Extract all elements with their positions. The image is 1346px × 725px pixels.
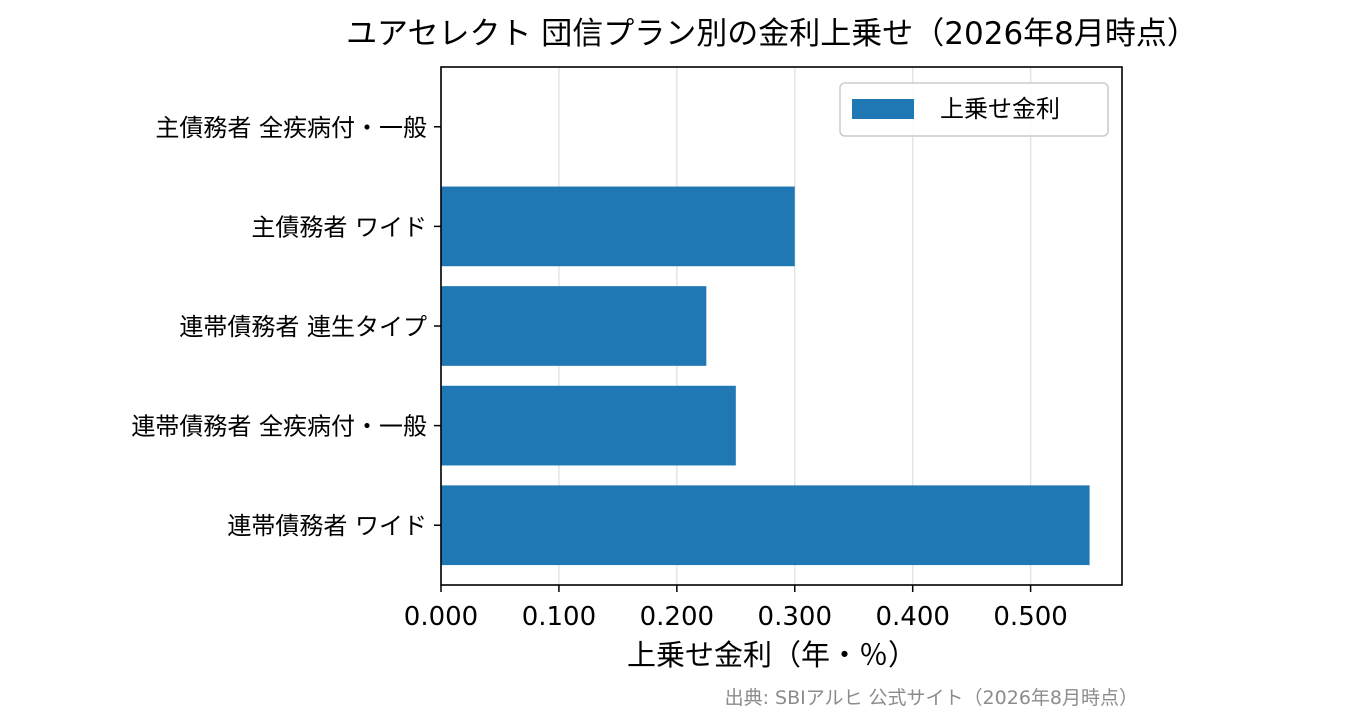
x-tick-label: 0.200 bbox=[640, 602, 714, 632]
y-tick-label: 連帯債務者 連生タイプ bbox=[179, 313, 427, 341]
legend-swatch bbox=[852, 99, 914, 119]
legend-label: 上乗せ金利 bbox=[940, 95, 1060, 123]
x-tick-label: 0.000 bbox=[404, 602, 478, 632]
legend-box bbox=[839, 82, 1109, 137]
x-tick-label: 0.100 bbox=[522, 602, 596, 632]
bar bbox=[441, 286, 707, 366]
y-tick-label: 主債務者 全疾病付・一般 bbox=[155, 114, 427, 142]
x-axis-label: 上乗せ金利（年・％） bbox=[627, 638, 917, 672]
x-tick-label: 0.400 bbox=[875, 602, 949, 632]
x-tick-label: 0.500 bbox=[993, 602, 1067, 632]
bar bbox=[441, 485, 1090, 566]
chart-title: ユアセレクト 団信プラン別の金利上乗せ（2026年8月時点） bbox=[346, 16, 1198, 52]
y-tick-label: 連帯債務者 全疾病付・一般 bbox=[131, 413, 427, 441]
y-tick-label: 連帯債務者 ワイド bbox=[227, 512, 427, 540]
x-tick-label: 0.300 bbox=[758, 602, 832, 632]
y-tick-label: 主債務者 ワイド bbox=[251, 213, 427, 241]
bar bbox=[441, 186, 795, 267]
x-axis-ticks: 0.000 0.100 0.200 0.300 0.400 0.500 bbox=[404, 585, 1068, 632]
legend: 上乗せ金利 bbox=[839, 82, 1109, 137]
bars bbox=[441, 186, 1090, 566]
source-note: 出典: SBIアルヒ 公式サイト（2026年8月時点） bbox=[725, 687, 1138, 709]
bar bbox=[441, 385, 736, 466]
